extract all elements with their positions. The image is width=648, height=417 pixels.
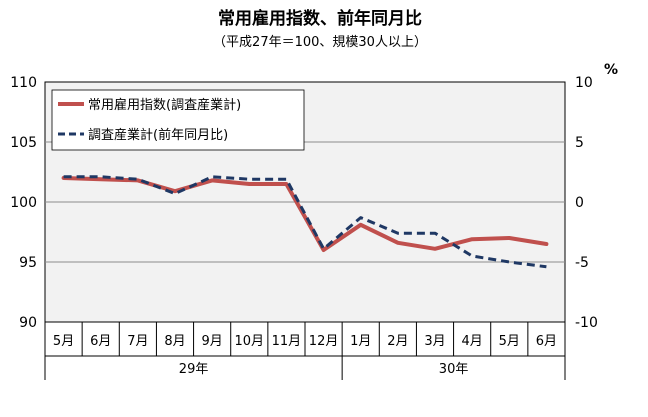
- legend-box: [51, 89, 305, 151]
- category-label: 2月: [387, 334, 408, 349]
- left-tick-label: 100: [10, 195, 37, 211]
- x-axis: 5月 6月 7月 8月 9月 10月 11月 12月 1月 2月 3月 4月 5月 6月 29年 30年: [44, 322, 566, 380]
- series-line-yoy: [63, 175, 547, 269]
- category-label: 10月: [235, 334, 265, 349]
- category-label: 11月: [272, 334, 302, 349]
- category-label: 6月: [90, 334, 111, 349]
- group-label: 30年: [439, 362, 469, 377]
- series-lines: [61, 175, 549, 269]
- category-label: 5月: [53, 334, 74, 349]
- right-tick-label: 5: [575, 135, 584, 151]
- category-label: 1月: [350, 334, 371, 349]
- category-label: 6月: [536, 334, 557, 349]
- group-label: 29年: [179, 362, 209, 377]
- legend-label-index: 常用雇用指数(調査産業計): [88, 97, 241, 113]
- right-tick-label: 0: [575, 195, 584, 211]
- left-axis-ticks: 90 95 100 105 110: [10, 75, 37, 331]
- right-axis-ticks: -10 -5 0 5 10: [575, 75, 598, 331]
- right-tick-label: 10: [575, 75, 593, 91]
- category-label: 5月: [499, 334, 520, 349]
- category-label: 7月: [127, 334, 148, 349]
- category-label: 3月: [424, 334, 445, 349]
- left-tick-label: 95: [19, 255, 37, 271]
- left-tick-label: 110: [10, 75, 37, 91]
- right-axis-unit: %: [604, 62, 618, 78]
- left-tick-label: 105: [10, 135, 37, 151]
- category-label: 4月: [462, 334, 483, 349]
- right-tick-label: -5: [575, 255, 589, 271]
- left-tick-label: 90: [19, 315, 37, 331]
- legend: 常用雇用指数(調査産業計) 調査産業計(前年同月比): [51, 89, 305, 151]
- legend-label-yoy: 調査産業計(前年同月比): [88, 127, 228, 143]
- right-tick-label: -10: [575, 315, 598, 331]
- chart-title: 常用雇用指数、前年同月比: [218, 8, 422, 29]
- chart-subtitle: （平成27年＝100、規模30人以上）: [213, 35, 427, 50]
- category-label: 12月: [309, 334, 339, 349]
- category-label: 8月: [164, 334, 185, 349]
- category-label: 9月: [202, 334, 223, 349]
